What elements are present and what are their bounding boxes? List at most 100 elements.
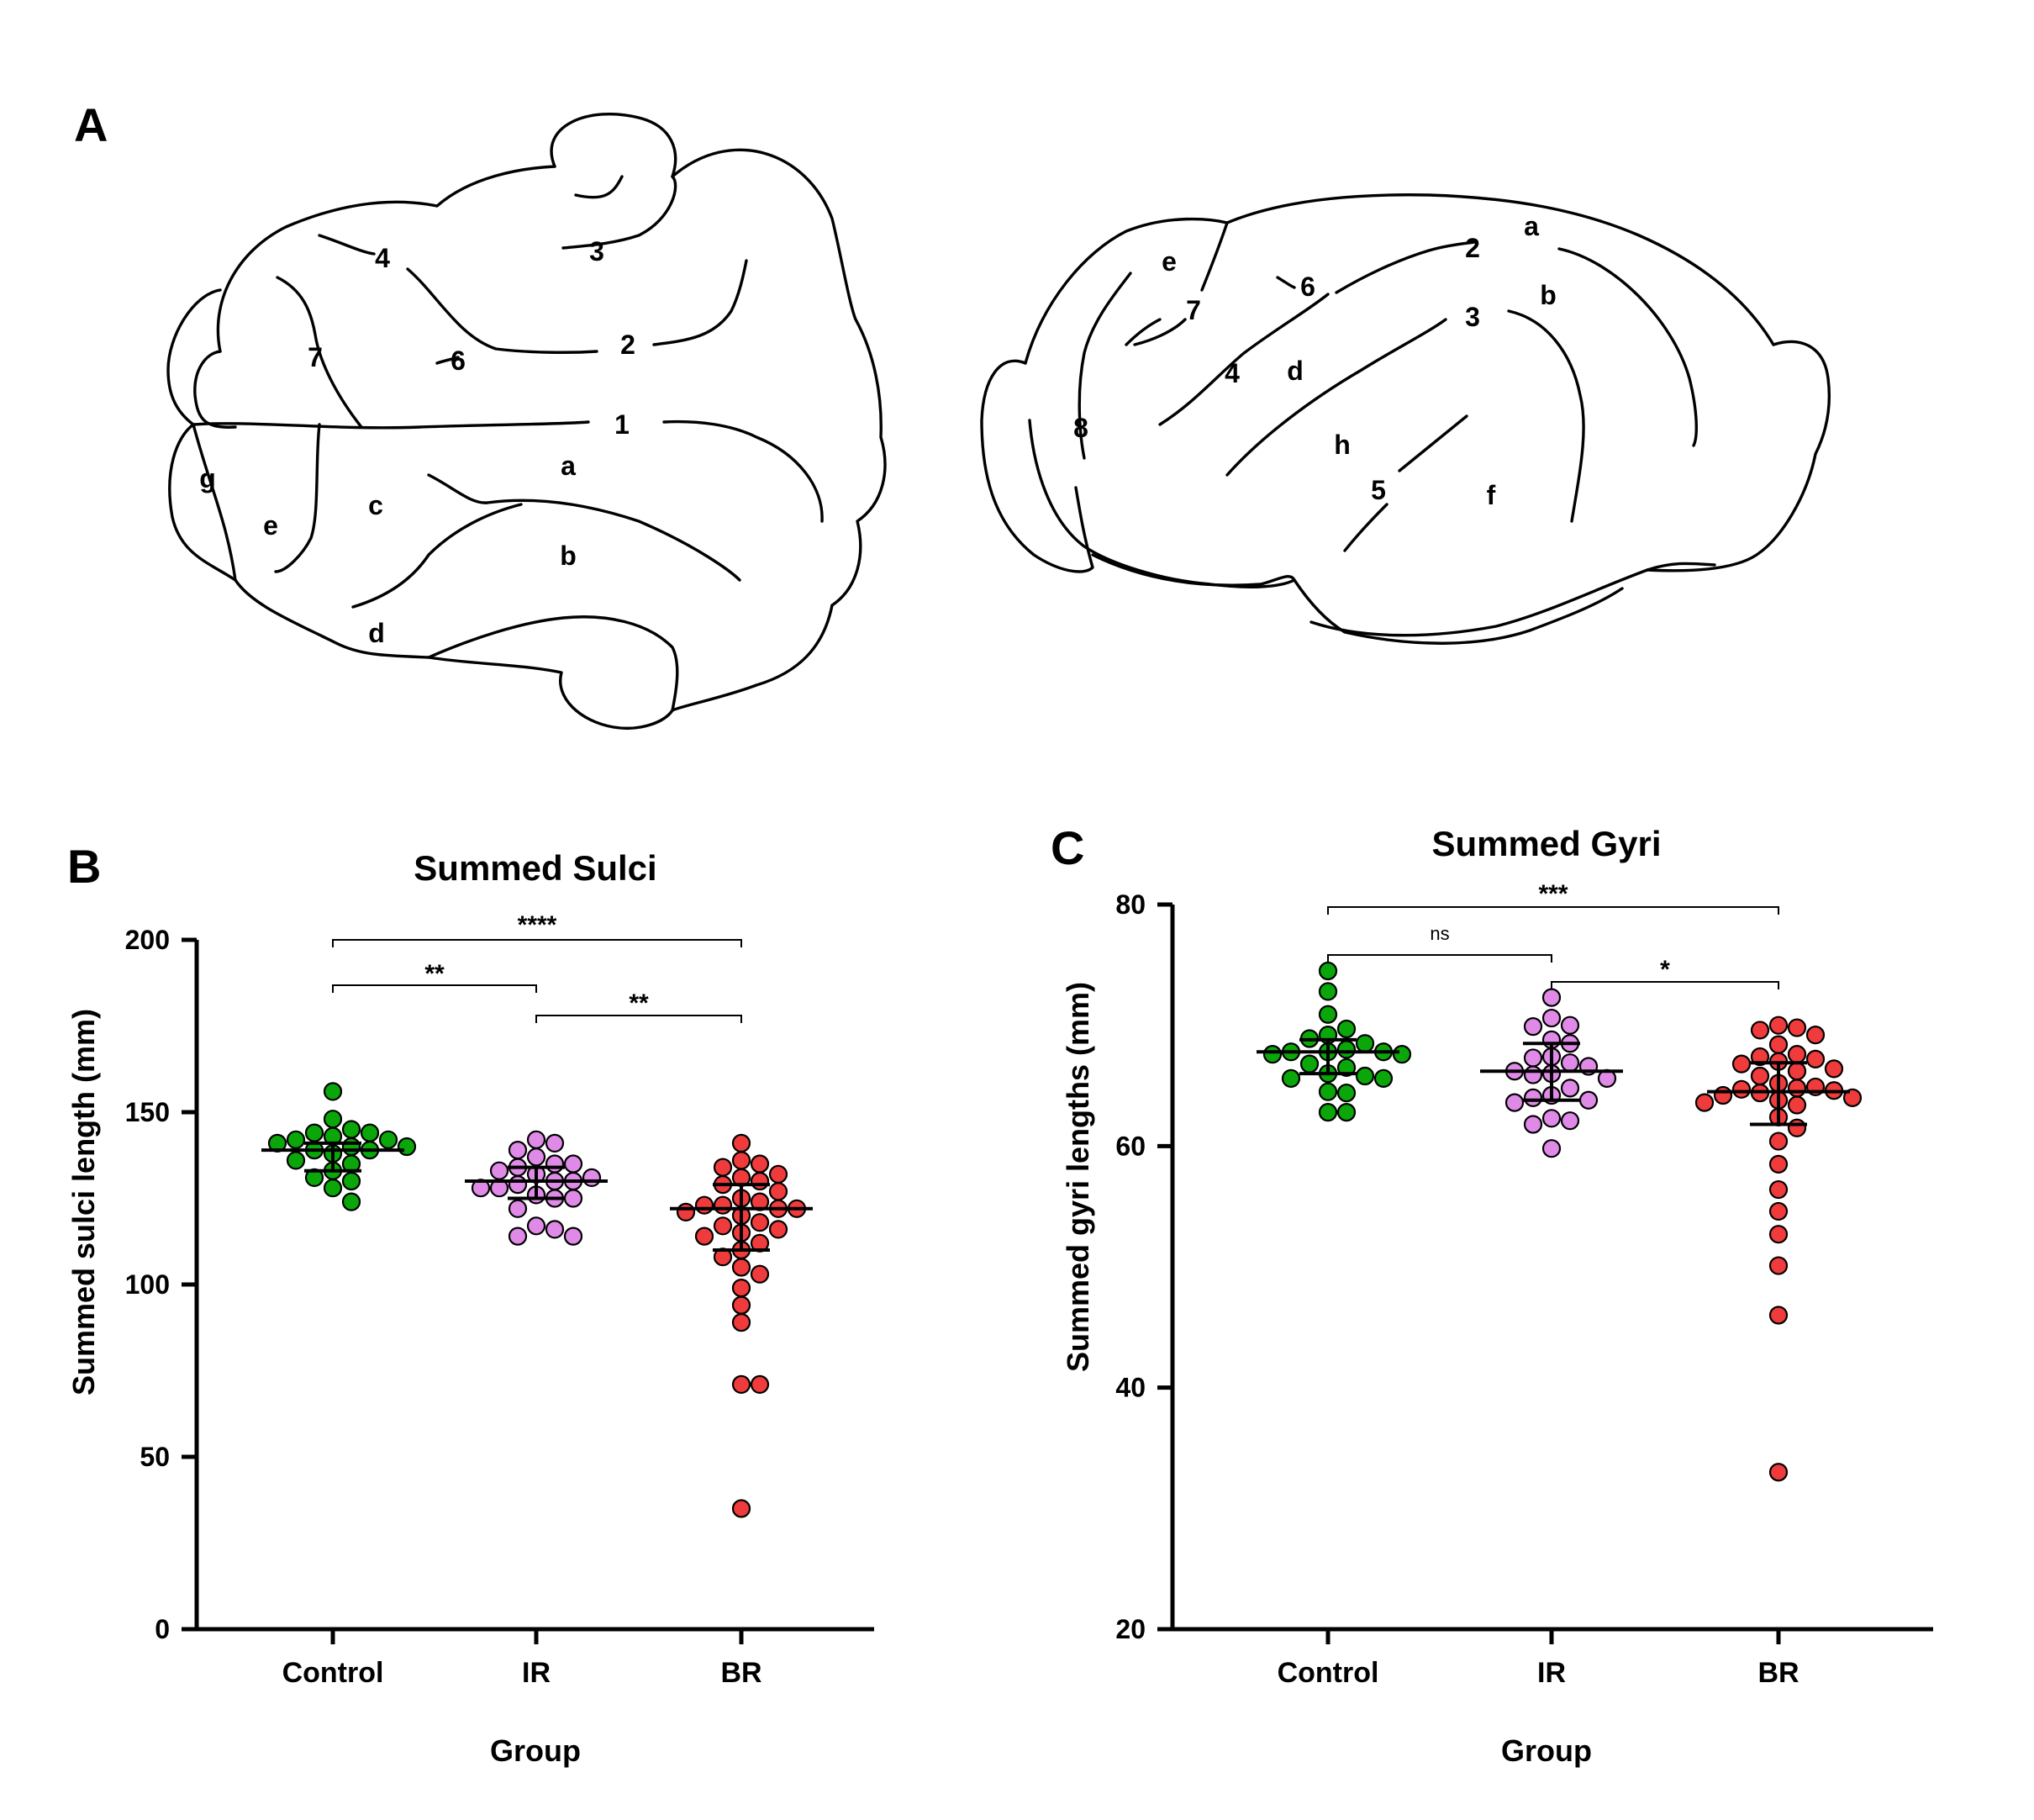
x-tick-label: BR bbox=[1757, 1657, 1799, 1689]
data-point bbox=[1318, 1103, 1338, 1122]
data-point bbox=[286, 1151, 306, 1170]
data-point bbox=[768, 1164, 788, 1184]
data-point bbox=[731, 1278, 751, 1298]
significance-label: ** bbox=[629, 989, 649, 1017]
brain-label: 6 bbox=[451, 346, 466, 376]
data-point bbox=[1768, 1132, 1789, 1151]
data-point bbox=[1541, 1139, 1562, 1158]
data-point bbox=[545, 1220, 565, 1239]
data-point bbox=[731, 1133, 751, 1153]
x-tick-label: Control bbox=[1278, 1657, 1379, 1689]
brain-label: 6 bbox=[1300, 272, 1315, 302]
data-point bbox=[526, 1130, 546, 1149]
brain-dorsal-view bbox=[166, 113, 887, 730]
data-point bbox=[750, 1171, 770, 1191]
data-point bbox=[1560, 1016, 1580, 1035]
y-tick-label: 60 bbox=[1115, 1131, 1146, 1161]
brain-label: d bbox=[1287, 356, 1304, 386]
data-point bbox=[1262, 1045, 1283, 1064]
data-point bbox=[1318, 961, 1338, 981]
chart-title: Summed Sulci bbox=[414, 848, 656, 888]
brain-lateral-view bbox=[980, 193, 1831, 645]
data-point bbox=[304, 1123, 324, 1142]
data-point bbox=[341, 1137, 361, 1157]
data-point bbox=[1842, 1088, 1863, 1107]
data-point bbox=[1768, 1256, 1789, 1275]
data-point bbox=[1523, 1017, 1543, 1037]
significance-bracket bbox=[1327, 906, 1779, 915]
data-point bbox=[323, 1110, 343, 1129]
panel-label-b: B bbox=[67, 840, 101, 893]
brain-label: 3 bbox=[589, 236, 604, 266]
x-tick-label: BR bbox=[720, 1657, 761, 1689]
brain-label: b bbox=[560, 541, 577, 571]
significance-label: ns bbox=[1430, 923, 1449, 944]
data-point bbox=[1731, 1054, 1752, 1074]
chart-summed-gyri: Summed Gyri Group Summed gyri lengths (m… bbox=[1061, 824, 1933, 1768]
data-point bbox=[731, 1151, 751, 1170]
y-tick-label: 40 bbox=[1115, 1373, 1146, 1403]
data-point bbox=[768, 1182, 788, 1201]
data-point bbox=[1373, 1068, 1394, 1088]
data-point bbox=[1336, 1103, 1357, 1122]
y-ticks: 20 40 60 80 bbox=[1115, 889, 1172, 1644]
data-points bbox=[267, 1082, 807, 1518]
data-point bbox=[1541, 1008, 1562, 1028]
brain-label: e bbox=[263, 510, 278, 541]
data-point bbox=[545, 1154, 565, 1174]
panel-label-a: A bbox=[74, 98, 108, 151]
data-point bbox=[1578, 1090, 1599, 1110]
brain-label: 7 bbox=[1186, 295, 1201, 325]
data-point bbox=[1560, 1053, 1580, 1073]
brain-label: 4 bbox=[375, 243, 390, 273]
data-point bbox=[1787, 1062, 1807, 1081]
significance-bracket bbox=[1327, 954, 1552, 963]
brain-label: a bbox=[561, 451, 576, 481]
median-iqr-bars bbox=[261, 1141, 813, 1252]
data-point bbox=[323, 1082, 343, 1101]
data-point bbox=[1824, 1059, 1844, 1079]
data-point bbox=[1523, 1048, 1543, 1068]
significance-label: *** bbox=[1538, 880, 1568, 908]
x-tick-label: IR bbox=[522, 1657, 551, 1689]
data-point bbox=[508, 1227, 528, 1246]
significance-bracket bbox=[1551, 981, 1779, 989]
y-tick-label: 50 bbox=[140, 1442, 170, 1472]
data-points bbox=[1262, 961, 1863, 1482]
brain-label: 4 bbox=[1225, 358, 1240, 388]
brain-label: 2 bbox=[620, 330, 635, 360]
brain-label: 5 bbox=[1371, 475, 1386, 505]
data-point bbox=[1541, 988, 1562, 1007]
data-point bbox=[1318, 1005, 1338, 1024]
data-point bbox=[1560, 1111, 1580, 1131]
significance-label: **** bbox=[518, 911, 557, 939]
median-iqr-bars bbox=[1257, 1037, 1850, 1126]
data-point bbox=[1768, 1201, 1789, 1221]
brain-label: b bbox=[1540, 280, 1557, 310]
data-point bbox=[1336, 1058, 1357, 1078]
data-point bbox=[750, 1213, 770, 1232]
brain-label: e bbox=[1162, 246, 1177, 277]
brain-label: d bbox=[368, 618, 385, 648]
chart-summed-sulci: Summed Sulci Group Summed sulci length (… bbox=[66, 848, 874, 1768]
significance-brackets: *** ns * bbox=[1327, 880, 1779, 989]
data-point bbox=[286, 1130, 306, 1149]
data-point bbox=[1541, 1109, 1562, 1128]
data-point bbox=[1713, 1085, 1733, 1105]
data-point bbox=[341, 1120, 361, 1139]
data-point bbox=[694, 1195, 714, 1215]
data-point bbox=[1336, 1019, 1357, 1039]
data-point bbox=[1694, 1093, 1715, 1112]
data-point bbox=[582, 1168, 602, 1188]
x-categories: Control IR BR bbox=[282, 1629, 762, 1689]
data-point bbox=[545, 1133, 565, 1153]
brain-lateral-labels: 2 3 4 5 6 7 8 a b d e f h bbox=[1073, 211, 1557, 510]
data-point bbox=[1750, 1066, 1770, 1086]
data-point bbox=[1805, 1026, 1826, 1045]
data-point bbox=[1336, 1040, 1357, 1059]
data-point bbox=[341, 1171, 361, 1191]
data-point bbox=[1281, 1068, 1301, 1088]
y-tick-label: 150 bbox=[125, 1097, 170, 1127]
data-point bbox=[731, 1499, 751, 1518]
significance-bracket bbox=[332, 939, 742, 947]
